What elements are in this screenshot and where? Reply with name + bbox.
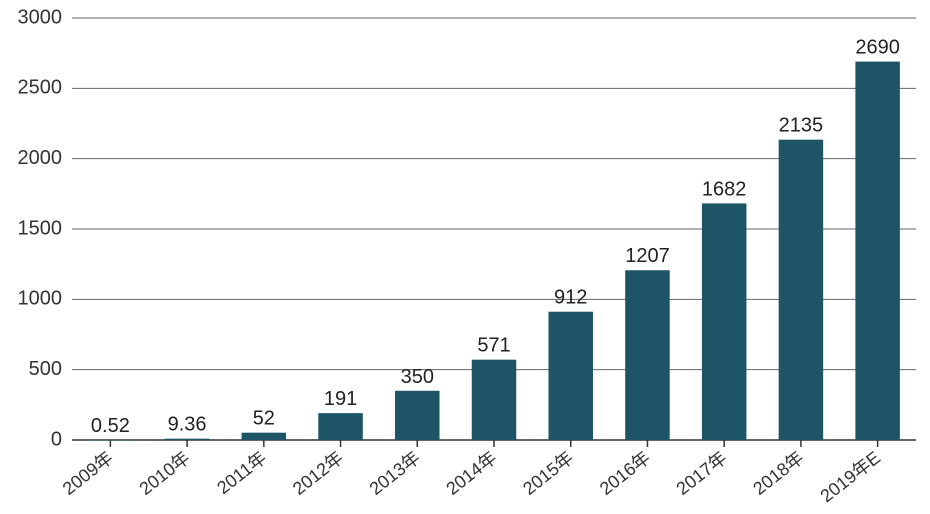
bar [548,312,593,440]
bar-value-label: 2690 [855,37,900,59]
x-tick-label: 2013年 [366,447,424,498]
bar [395,391,440,440]
bar [702,203,747,440]
bar-value-label: 571 [477,335,510,357]
y-tick-label: 0 [51,428,62,450]
bar-value-label: 2135 [779,115,824,137]
x-tick-label: 2017年 [673,447,731,498]
bar-value-label: 0.52 [91,415,130,437]
y-tick-label: 3000 [18,6,63,28]
bar-value-label: 9.36 [168,414,207,436]
bar-value-label: 1207 [625,245,670,267]
y-tick-label: 2500 [18,77,63,99]
bar-value-label: 1682 [702,178,747,200]
bar-value-label: 52 [253,408,275,430]
bar [165,439,210,440]
bar-value-label: 191 [324,388,357,410]
bar [472,360,517,440]
x-tick-label: 2014年 [442,447,500,498]
y-tick-label: 1500 [18,217,63,239]
x-tick-label: 2019年E [817,447,885,506]
x-tick-label: 2011年 [213,447,270,498]
bar [88,440,133,441]
x-tick-label: 2009年 [59,447,117,498]
x-tick-label: 2010年 [135,447,193,498]
bar [318,413,363,440]
bar [779,140,824,440]
bar-chart: 0 500 1000 1500 2000 2500 3000 0.52 2009年 9.36 201… [0,0,930,514]
bar [242,433,287,440]
bar [855,62,900,440]
bar-value-label: 350 [401,366,434,388]
chart-canvas: 0 500 1000 1500 2000 2500 3000 0.52 2009年 9.36 201… [0,0,930,514]
y-tick-label: 500 [29,358,62,380]
bar [625,270,670,440]
x-tick-label: 2016年 [596,447,654,498]
y-tick-label: 1000 [18,288,63,310]
x-tick-label: 2018年 [749,447,807,498]
x-tick-label: 2015年 [519,447,577,498]
bar-value-label: 912 [554,287,587,309]
x-tick-label: 2012年 [289,447,347,498]
y-tick-label: 2000 [18,147,63,169]
